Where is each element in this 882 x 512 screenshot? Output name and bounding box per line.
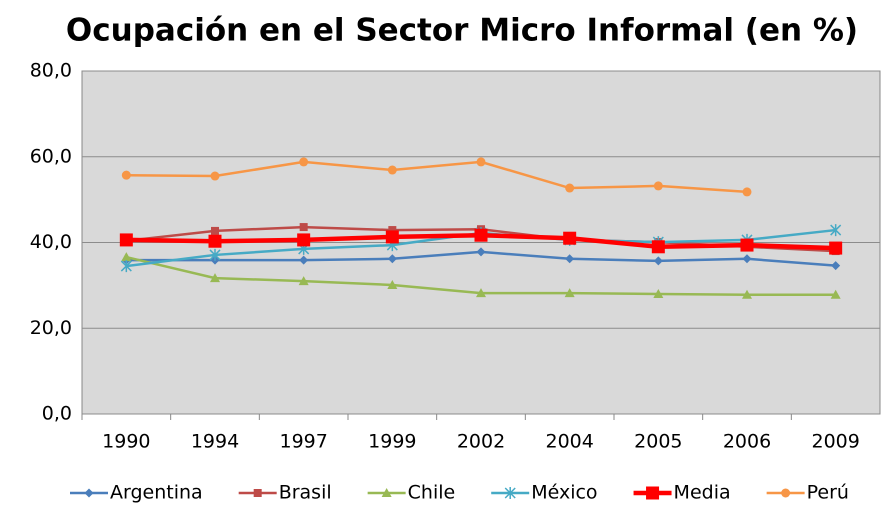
x-tick-label: 1997: [279, 431, 327, 453]
data-point: [831, 261, 841, 271]
data-point: [120, 260, 132, 273]
x-tick-label: 1994: [191, 431, 239, 453]
y-tick-label: 0,0: [42, 403, 72, 425]
data-point: [299, 255, 309, 265]
data-point: [742, 289, 752, 299]
x-tick-label: 2009: [811, 431, 859, 453]
data-point: [121, 252, 132, 262]
data-point: [742, 254, 752, 264]
legend-item: Brasil: [238, 482, 332, 504]
legend-item: Chile: [367, 482, 456, 504]
data-point: [299, 223, 308, 232]
data-point: [476, 247, 486, 257]
data-point: [299, 157, 309, 167]
data-point: [653, 181, 663, 191]
data-point: [653, 288, 664, 298]
legend-label: Perú: [807, 482, 849, 504]
data-point: [476, 288, 486, 298]
legend-label: Media: [674, 482, 731, 504]
legend-marker: [646, 486, 660, 500]
x-tick-label: 1999: [368, 431, 416, 453]
data-point: [829, 241, 843, 255]
data-point: [119, 233, 133, 247]
legend-label: México: [531, 482, 597, 504]
data-point: [297, 233, 311, 247]
data-point: [565, 183, 575, 193]
legend-marker: [381, 488, 392, 497]
data-point: [211, 226, 219, 235]
data-point: [208, 234, 222, 248]
legend-item: México: [491, 482, 598, 504]
series-line: [126, 160, 748, 194]
x-tick-label: 2004: [545, 431, 593, 453]
data-point: [830, 289, 841, 299]
legend-marker: [84, 488, 94, 498]
data-point: [387, 165, 397, 175]
y-tick-label: 20,0: [30, 317, 72, 339]
x-tick-label: 1990: [102, 431, 150, 453]
data-point: [653, 256, 663, 266]
data-point: [830, 224, 842, 237]
data-point: [474, 228, 488, 242]
legend-marker: [253, 489, 262, 497]
y-tick-label: 40,0: [30, 231, 72, 253]
data-point: [298, 276, 309, 286]
data-point: [121, 170, 131, 180]
data-point: [476, 157, 486, 167]
legend-label: Chile: [408, 482, 456, 504]
y-tick-label: 60,0: [30, 145, 72, 167]
legend-marker: [781, 488, 791, 498]
data-point: [387, 254, 397, 264]
data-point: [565, 254, 575, 264]
y-tick-label: 80,0: [30, 60, 72, 82]
legend-label: Argentina: [110, 482, 203, 504]
data-point: [740, 238, 754, 252]
legend-item: Perú: [766, 482, 849, 504]
data-point: [563, 231, 577, 245]
data-point: [209, 248, 221, 261]
data-point: [210, 171, 220, 181]
legend-label: Brasil: [279, 482, 332, 504]
data-point: [385, 230, 399, 244]
data-point: [651, 240, 665, 254]
chart-title: Ocupación en el Sector Micro Informal (e…: [66, 13, 858, 49]
data-point: [387, 279, 398, 289]
data-point: [564, 288, 575, 298]
x-tick-label: 2002: [457, 431, 505, 453]
data-point: [742, 187, 752, 197]
data-point: [210, 273, 220, 283]
legend-marker: [504, 487, 516, 499]
x-tick-label: 2006: [723, 431, 771, 453]
data-point: [388, 226, 397, 235]
x-tick-label: 2005: [634, 431, 682, 453]
